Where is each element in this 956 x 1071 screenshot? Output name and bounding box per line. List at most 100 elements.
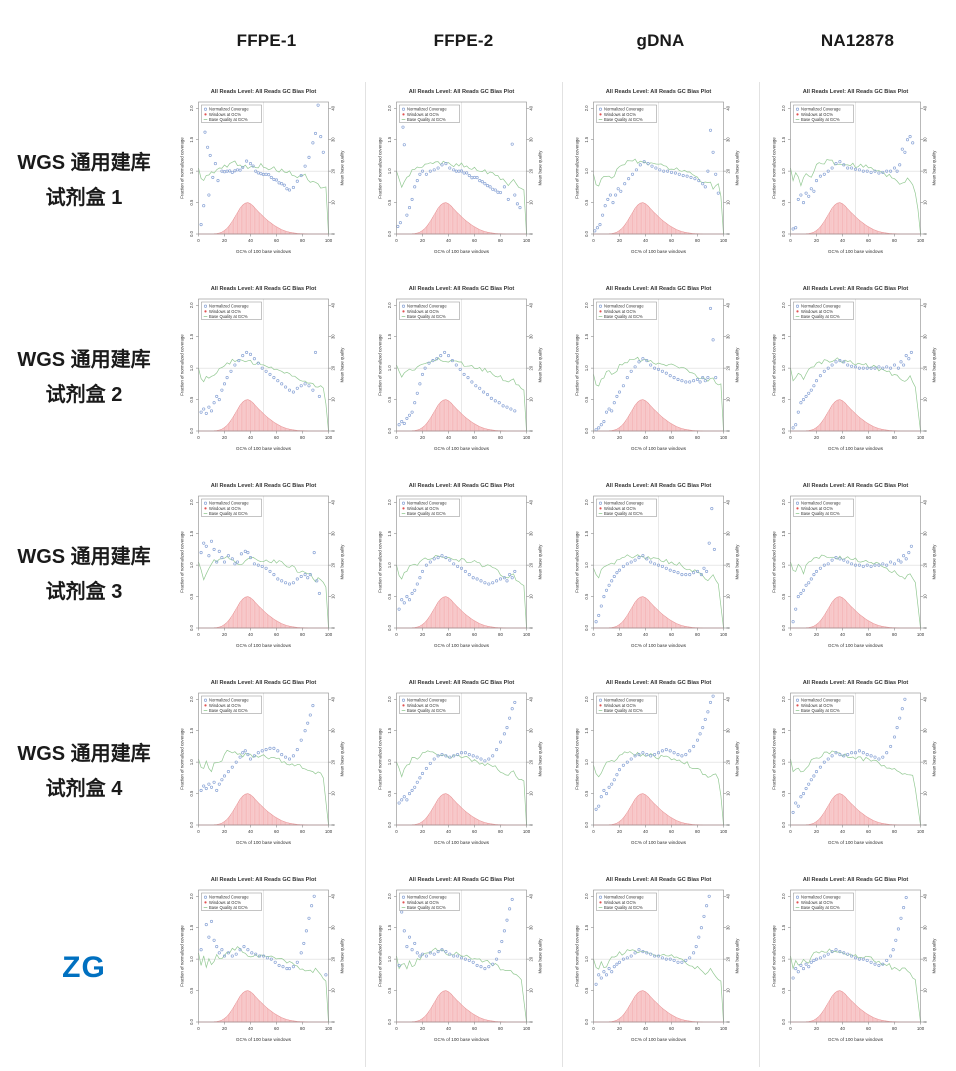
x-axis-title: GC% of 100 base windows xyxy=(236,446,292,451)
x-axis-title: GC% of 100 base windows xyxy=(630,643,686,648)
svg-text:0: 0 xyxy=(725,1020,730,1023)
gc-bias-plot: 0 20 40 60 80 100 0.0 0.5 1.0 1.5 2.0 0 10 20 30 40 Frac… xyxy=(377,286,542,451)
svg-text:10: 10 xyxy=(528,594,533,599)
svg-text:1.5: 1.5 xyxy=(781,136,786,142)
svg-text:40: 40 xyxy=(840,435,845,440)
svg-text:10: 10 xyxy=(331,200,336,205)
svg-text:100: 100 xyxy=(522,238,530,243)
x-axis-title: GC% of 100 base windows xyxy=(433,446,489,451)
svg-text:60: 60 xyxy=(472,238,477,243)
svg-text:0: 0 xyxy=(789,238,792,243)
y-axis-right-title: Mean base quality xyxy=(931,938,936,974)
svg-text:2.0: 2.0 xyxy=(189,302,194,308)
row-label-line: WGS 通用建库 xyxy=(17,545,151,568)
svg-text:0.5: 0.5 xyxy=(584,987,589,993)
svg-text:0: 0 xyxy=(197,632,200,637)
normalized-coverage-points xyxy=(397,350,516,427)
y-axis-right-title: Mean base quality xyxy=(340,938,345,974)
svg-text:80: 80 xyxy=(300,238,305,243)
svg-text:Normalized Coverage: Normalized Coverage xyxy=(407,107,447,112)
normalized-coverage-points xyxy=(791,135,914,231)
svg-text:2.0: 2.0 xyxy=(781,696,786,702)
gridlines xyxy=(396,693,526,825)
svg-text:30: 30 xyxy=(331,728,336,733)
svg-text:20: 20 xyxy=(331,168,336,173)
svg-text:30: 30 xyxy=(922,728,927,733)
y-axis-left-title: Fraction of normalized coverage xyxy=(180,137,185,199)
y-axis-left-title: Fraction of normalized coverage xyxy=(180,925,185,987)
svg-text:0: 0 xyxy=(725,232,730,235)
normalized-coverage-points xyxy=(397,700,516,805)
svg-text:0.0: 0.0 xyxy=(189,1018,194,1024)
normalized-coverage-points xyxy=(791,544,913,624)
svg-text:0.5: 0.5 xyxy=(387,790,392,796)
svg-text:0: 0 xyxy=(725,823,730,826)
svg-text:20: 20 xyxy=(331,562,336,567)
svg-text:60: 60 xyxy=(274,435,279,440)
svg-text:30: 30 xyxy=(528,137,533,142)
normalized-coverage-points xyxy=(594,306,717,432)
y-axis-left-title: Fraction of normalized coverage xyxy=(771,334,776,396)
gc-bias-chart-cell: 0 20 40 60 80 100 0.0 0.5 1.0 1.5 2.0 0 10 20 30 40 Frac… xyxy=(365,476,562,673)
plot-title: All Reads Level: All Reads GC Bias Plot xyxy=(211,680,317,686)
svg-text:Base Quality at GC%: Base Quality at GC% xyxy=(801,117,840,122)
svg-text:2.0: 2.0 xyxy=(189,499,194,505)
svg-text:20: 20 xyxy=(814,1026,819,1031)
svg-text:60: 60 xyxy=(866,238,871,243)
svg-text:Normalized Coverage: Normalized Coverage xyxy=(209,304,249,309)
svg-text:20: 20 xyxy=(528,168,533,173)
y-axis-right-title: Mean base quality xyxy=(931,347,936,383)
svg-text:60: 60 xyxy=(274,829,279,834)
svg-text:0.0: 0.0 xyxy=(584,1018,589,1024)
plot-title: All Reads Level: All Reads GC Bias Plot xyxy=(605,483,711,489)
svg-text:20: 20 xyxy=(725,956,730,961)
svg-text:0.0: 0.0 xyxy=(781,230,786,236)
svg-text:20: 20 xyxy=(420,829,425,834)
svg-text:100: 100 xyxy=(916,435,924,440)
svg-text:0: 0 xyxy=(528,232,533,235)
normalized-coverage-points xyxy=(594,694,715,811)
y-axis-right-title: Mean base quality xyxy=(537,938,542,974)
svg-text:80: 80 xyxy=(892,435,897,440)
svg-text:80: 80 xyxy=(300,829,305,834)
svg-text:80: 80 xyxy=(498,829,503,834)
svg-text:60: 60 xyxy=(669,1026,674,1031)
svg-text:0: 0 xyxy=(922,626,927,629)
gc-bias-chart-cell: 0 20 40 60 80 100 0.0 0.5 1.0 1.5 2.0 0 10 20 30 40 Frac… xyxy=(365,279,562,476)
row-label-line: WGS 通用建库 xyxy=(17,151,151,174)
plot-title: All Reads Level: All Reads GC Bias Plot xyxy=(605,877,711,883)
svg-text:10: 10 xyxy=(528,200,533,205)
svg-text:40: 40 xyxy=(643,632,648,637)
svg-text:20: 20 xyxy=(420,435,425,440)
svg-text:0: 0 xyxy=(922,823,927,826)
y-axis-right-title: Mean base quality xyxy=(931,741,936,777)
svg-text:1.5: 1.5 xyxy=(387,530,392,536)
svg-text:80: 80 xyxy=(892,1026,897,1031)
svg-text:0.5: 0.5 xyxy=(189,790,194,796)
normalized-coverage-points xyxy=(199,539,321,595)
svg-text:10: 10 xyxy=(725,791,730,796)
svg-text:40: 40 xyxy=(248,632,253,637)
svg-text:Windows at GC%: Windows at GC% xyxy=(407,703,439,708)
svg-text:1.5: 1.5 xyxy=(584,727,589,733)
svg-text:2.0: 2.0 xyxy=(584,302,589,308)
axes: 0 20 40 60 80 100 0.0 0.5 1.0 1.5 2.0 0 10 20 30 40 xyxy=(781,298,927,440)
svg-text:2.0: 2.0 xyxy=(189,696,194,702)
x-axis-title: GC% of 100 base windows xyxy=(236,840,292,845)
gc-bias-plot: 0 20 40 60 80 100 0.0 0.5 1.0 1.5 2.0 0 10 20 30 40 Frac… xyxy=(574,483,739,648)
y-axis-left-title: Fraction of normalized coverage xyxy=(574,728,579,790)
svg-text:10: 10 xyxy=(725,397,730,402)
svg-text:80: 80 xyxy=(300,632,305,637)
axes: 0 20 40 60 80 100 0.0 0.5 1.0 1.5 2.0 0 10 20 30 40 xyxy=(387,495,533,637)
base-quality-line xyxy=(198,160,329,235)
y-axis-right-title: Mean base quality xyxy=(734,347,739,383)
svg-text:Normalized Coverage: Normalized Coverage xyxy=(407,698,447,703)
svg-text:Base Quality at GC%: Base Quality at GC% xyxy=(407,117,446,122)
axes: 0 20 40 60 80 100 0.0 0.5 1.0 1.5 2.0 0 10 20 30 40 xyxy=(189,298,336,440)
svg-text:20: 20 xyxy=(331,759,336,764)
y-axis-left-title: Fraction of normalized coverage xyxy=(377,137,382,199)
grid-corner-spacer xyxy=(0,0,168,82)
svg-text:Normalized Coverage: Normalized Coverage xyxy=(209,107,249,112)
